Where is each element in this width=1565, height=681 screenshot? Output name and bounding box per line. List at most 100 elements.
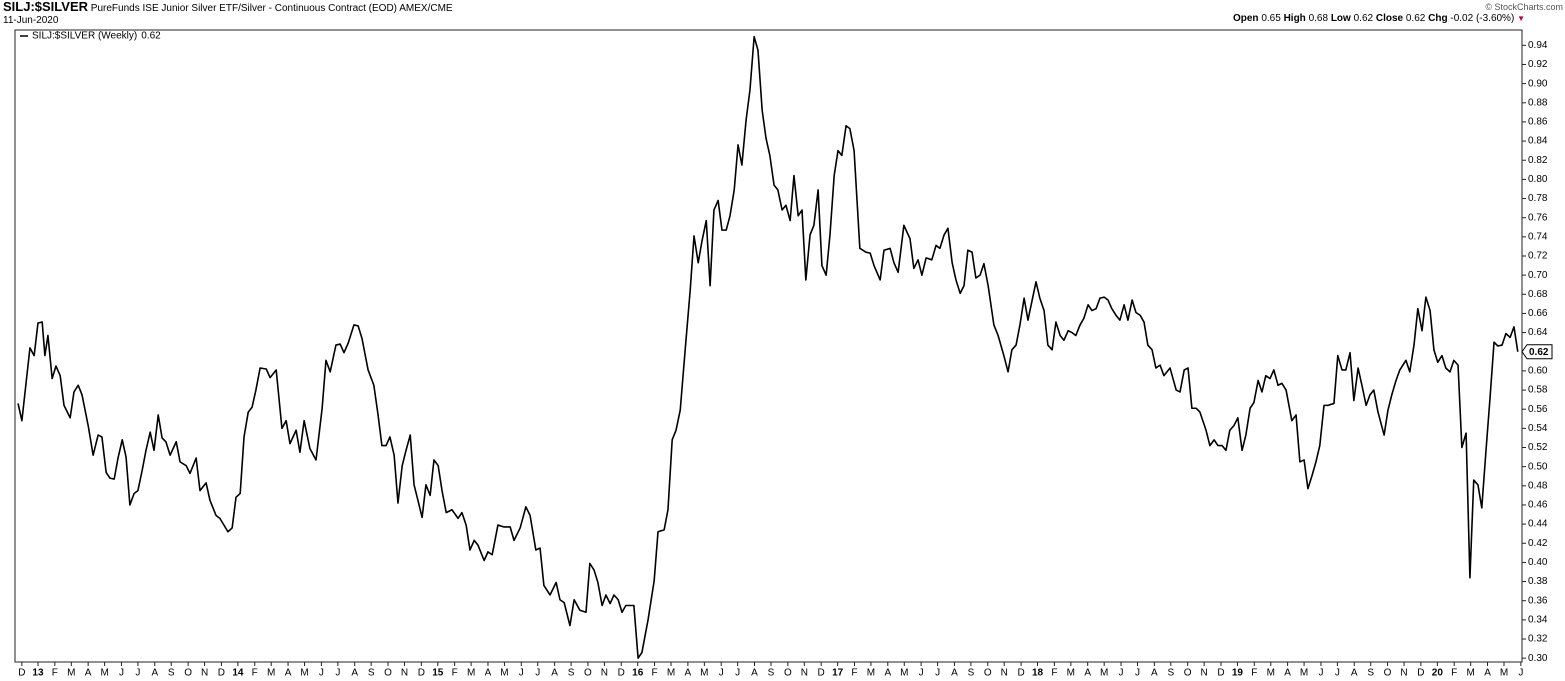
x-tick-label: A	[85, 668, 92, 679]
x-tick-label: J	[319, 668, 324, 679]
y-tick-label: 0.80	[1528, 174, 1548, 185]
x-tick-label: F	[1051, 668, 1057, 679]
x-tick-label: O	[1384, 668, 1392, 679]
legend-value: 0.62	[141, 31, 161, 42]
x-tick-label: S	[568, 668, 575, 679]
y-tick-label: 0.58	[1528, 385, 1548, 396]
x-tick-label: 15	[432, 668, 444, 679]
x-tick-label: M	[1100, 668, 1108, 679]
quote-label: Low	[1330, 13, 1351, 24]
y-tick-label: 0.92	[1528, 59, 1548, 70]
y-tick-label: 0.82	[1528, 155, 1548, 166]
y-tick-label: 0.60	[1528, 366, 1548, 377]
y-tick-label: 0.48	[1528, 480, 1548, 491]
change-percent: (-3.60%)	[1475, 13, 1515, 24]
x-tick-label: J	[519, 668, 524, 679]
x-tick-label: F	[1451, 668, 1457, 679]
x-tick-label: J	[335, 668, 340, 679]
last-value-label: 0.62	[1529, 347, 1549, 358]
y-tick-label: 0.30	[1528, 653, 1548, 664]
y-tick-label: 0.38	[1528, 576, 1548, 587]
x-tick-label: J	[119, 668, 124, 679]
x-tick-label: M	[1467, 668, 1475, 679]
x-tick-label: N	[601, 668, 608, 679]
x-tick-label: M	[1300, 668, 1308, 679]
y-tick-label: 0.90	[1528, 78, 1548, 89]
y-tick-label: 0.84	[1528, 136, 1548, 147]
x-tick-label: O	[584, 668, 592, 679]
x-tick-label: D	[1217, 668, 1224, 679]
x-tick-label: M	[1067, 668, 1075, 679]
x-tick-label: O	[384, 668, 392, 679]
x-tick-label: M	[500, 668, 508, 679]
x-tick-label: J	[735, 668, 740, 679]
x-tick-label: A	[1151, 668, 1158, 679]
x-tick-label: F	[1251, 668, 1257, 679]
x-tick-label: S	[168, 668, 175, 679]
quote-label: Open	[1232, 13, 1259, 24]
x-tick-label: A	[1084, 668, 1091, 679]
y-tick-label: 0.46	[1528, 500, 1548, 511]
x-tick-label: D	[1417, 668, 1424, 679]
x-tick-label: N	[1201, 668, 1208, 679]
y-tick-label: 0.50	[1528, 461, 1548, 472]
x-tick-label: S	[368, 668, 375, 679]
x-tick-label: F	[252, 668, 258, 679]
x-tick-label: O	[184, 668, 192, 679]
x-tick-label: D	[418, 668, 425, 679]
x-tick-label: F	[452, 668, 458, 679]
x-tick-label: M	[67, 668, 75, 679]
y-tick-label: 0.78	[1528, 193, 1548, 204]
x-tick-label: 17	[832, 668, 844, 679]
symbol: SILJ:$SILVER	[3, 0, 89, 14]
x-tick-label: O	[784, 668, 792, 679]
y-tick-label: 0.68	[1528, 289, 1548, 300]
down-arrow: ▼	[1517, 14, 1525, 23]
title-line: SILJ:$SILVER PureFunds ISE Junior Silver…	[3, 0, 453, 15]
last-value-flag	[1521, 344, 1553, 360]
x-tick-label: J	[719, 668, 724, 679]
x-tick-label: N	[1001, 668, 1008, 679]
x-tick-label: A	[751, 668, 758, 679]
x-tick-label: M	[1500, 668, 1508, 679]
x-tick-label: A	[884, 668, 891, 679]
x-tick-label: J	[1135, 668, 1140, 679]
change-value: -0.02	[1450, 13, 1474, 24]
y-tick-label: 0.70	[1528, 270, 1548, 281]
y-tick-label: 0.54	[1528, 423, 1548, 434]
change-label: Chg	[1428, 13, 1448, 24]
x-tick-label: M	[267, 668, 275, 679]
x-tick-label: F	[851, 668, 857, 679]
y-tick-label: 0.34	[1528, 615, 1548, 626]
x-tick-label: 14	[232, 668, 244, 679]
quote-label: Close	[1375, 13, 1404, 24]
x-tick-label: 19	[1232, 668, 1244, 679]
x-tick-label: A	[951, 668, 958, 679]
x-tick-label: J	[1335, 668, 1340, 679]
x-tick-label: 18	[1032, 668, 1044, 679]
x-tick-label: M	[700, 668, 708, 679]
quote-value: 0.65	[1261, 13, 1281, 24]
x-tick-label: D	[18, 668, 25, 679]
y-tick-label: 0.74	[1528, 231, 1548, 242]
y-tick-label: 0.40	[1528, 557, 1548, 568]
x-tick-label: S	[968, 668, 975, 679]
x-tick-label: O	[1184, 668, 1192, 679]
x-tick-label: N	[1400, 668, 1407, 679]
x-tick-label: J	[1119, 668, 1124, 679]
x-tick-label: S	[1367, 668, 1374, 679]
x-tick-label: J	[919, 668, 924, 679]
header-right: © StockCharts.com Open 0.65 High 0.68 Lo…	[1233, 1, 1563, 25]
y-tick-label: 0.52	[1528, 442, 1548, 453]
credit[interactable]: © StockCharts.com	[1485, 2, 1563, 12]
x-tick-label: D	[818, 668, 825, 679]
x-tick-label: A	[485, 668, 492, 679]
quote-value: 0.62	[1353, 13, 1374, 24]
date: 11-Jun-2020	[3, 15, 59, 26]
x-tick-label: N	[201, 668, 208, 679]
plot-frame	[14, 29, 1523, 663]
y-tick-label: 0.56	[1528, 404, 1548, 415]
quote-line: Open 0.65 High 0.68 Low 0.62 Close 0.62 …	[1233, 13, 1525, 25]
